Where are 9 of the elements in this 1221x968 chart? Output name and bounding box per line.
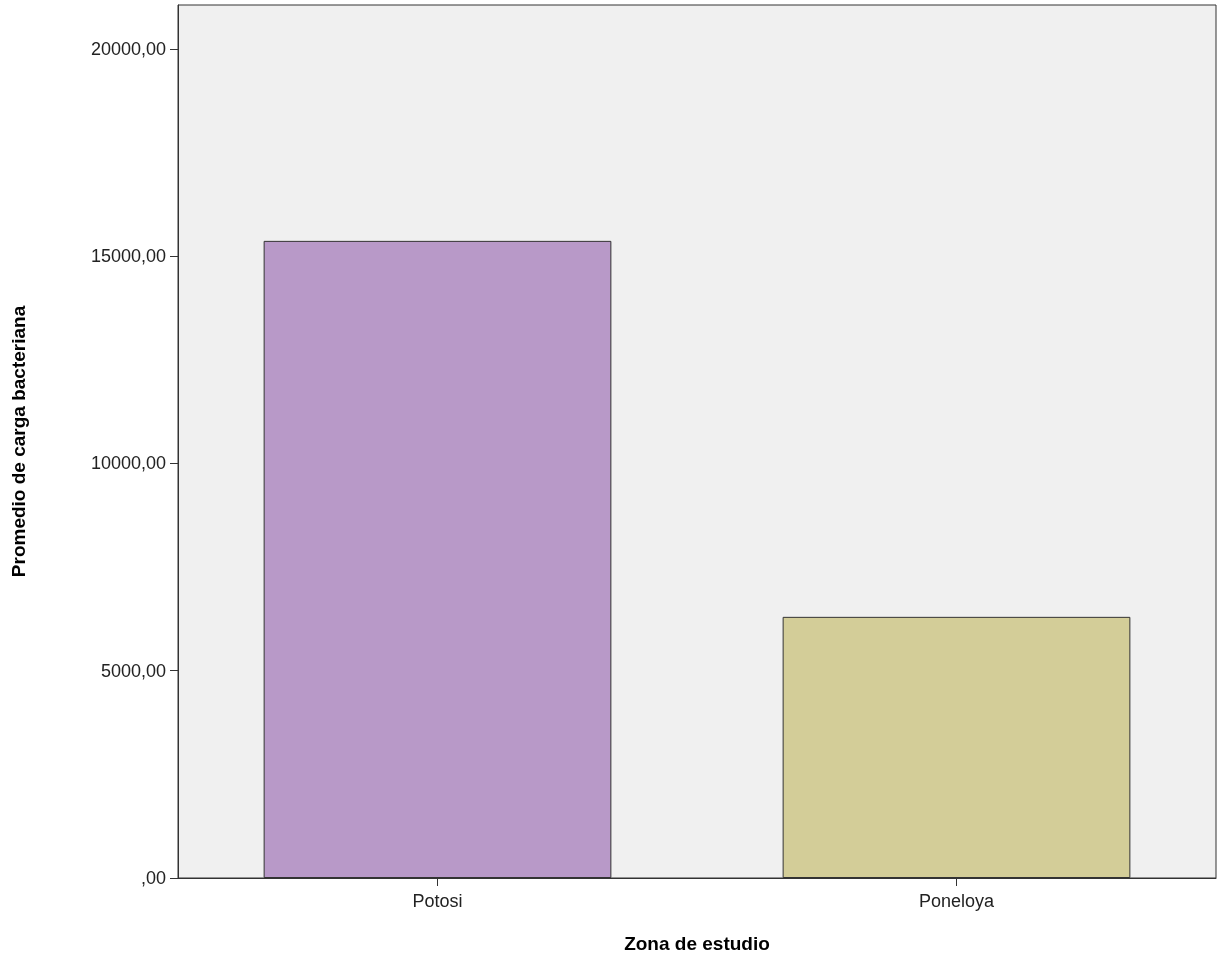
y-tick-label: 5000,00	[100, 660, 166, 681]
x-axis-title: Zona de estudio	[624, 933, 770, 954]
x-tick-label: Potosi	[412, 891, 463, 911]
y-tick-label: 20000,00	[90, 38, 166, 59]
y-tick-label: ,00	[140, 868, 166, 888]
y-tick-label: 10000,00	[90, 453, 166, 474]
x-tick-label: Poneloya	[918, 891, 996, 911]
y-axis-title: Promedio de carga bacteriana	[8, 305, 29, 578]
y-tick-label: 15000,00	[90, 246, 166, 267]
